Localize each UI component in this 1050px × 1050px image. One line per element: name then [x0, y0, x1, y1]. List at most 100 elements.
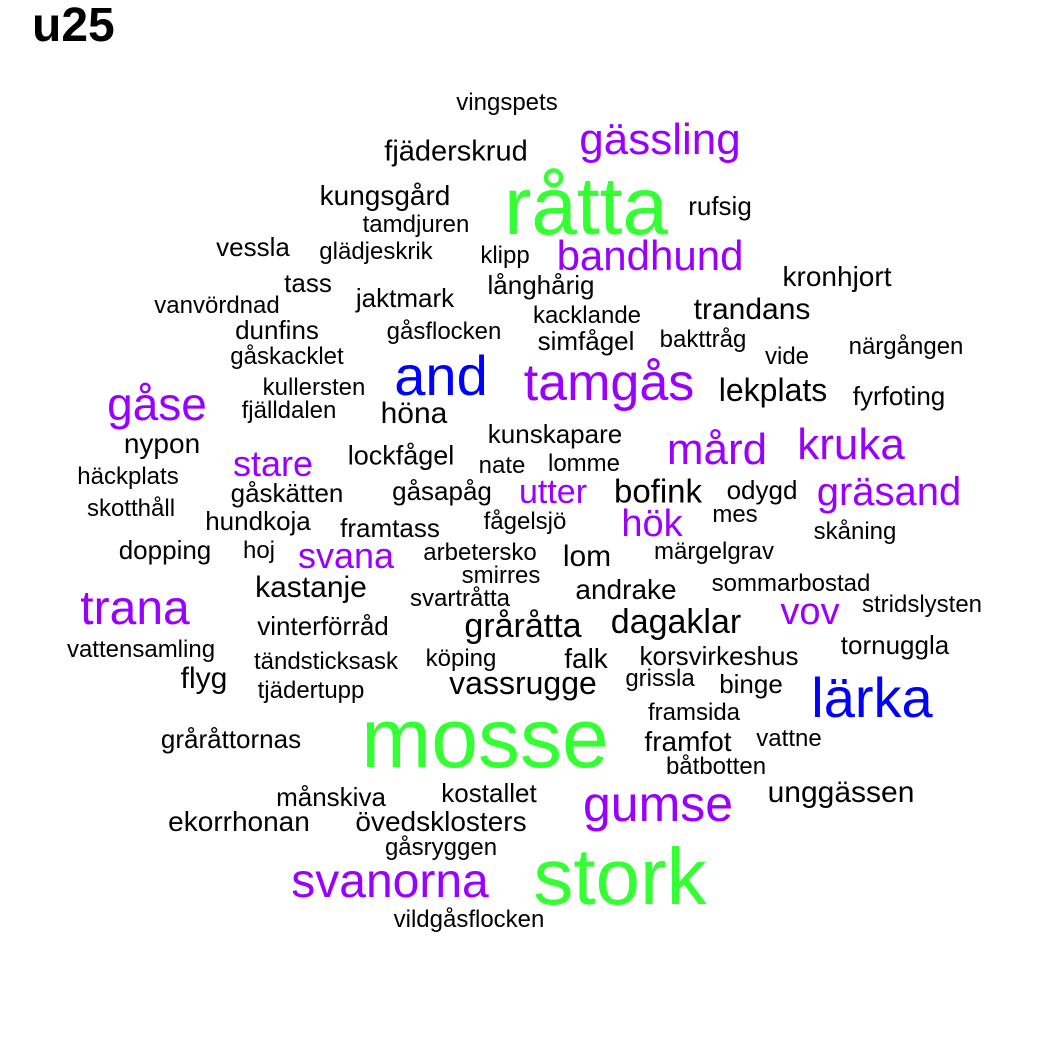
- word-korsvirkeshus: korsvirkeshus: [639, 641, 799, 671]
- word-svana: svana: [297, 535, 395, 576]
- word-gasapag: gåsapåg: [392, 476, 492, 506]
- word-larka: lärka: [811, 666, 933, 729]
- word-ekorrhonan: ekorrhonan: [168, 806, 310, 837]
- word-mosse: mosse: [361, 691, 609, 785]
- word-framtass: framtass: [340, 513, 440, 543]
- word-kronhjort: kronhjort: [782, 261, 892, 292]
- word-lekplats: lekplats: [718, 372, 828, 408]
- word-and: and: [394, 344, 488, 407]
- word-vassrugge: vassrugge: [449, 665, 597, 701]
- word-vanvordnad: vanvördnad: [154, 292, 280, 319]
- word-vingspets: vingspets: [456, 89, 558, 116]
- word-vattensamling: vattensamling: [66, 636, 216, 663]
- word-hackplats: häckplats: [77, 463, 179, 490]
- word-grasand: gräsand: [816, 470, 962, 514]
- word-klipp: klipp: [480, 242, 530, 269]
- word-binge: binge: [719, 669, 783, 699]
- word-nypon: nypon: [123, 428, 201, 459]
- word-vattne: vattne: [756, 725, 822, 752]
- word-tamgas: tamgås: [523, 354, 695, 412]
- word-gladjeskrik: glädjeskrik: [319, 238, 433, 265]
- word-kruka: kruka: [797, 420, 905, 469]
- word-lomme: lomme: [547, 450, 621, 477]
- word-langharig: långhårig: [487, 270, 595, 300]
- word-mard: mård: [666, 425, 768, 474]
- word-gassling: gässling: [579, 115, 741, 164]
- word-rufsig: rufsig: [688, 191, 752, 221]
- word-tamdjuren: tamdjuren: [362, 211, 470, 238]
- word-nargangen: närgången: [848, 333, 964, 360]
- word-falk: falk: [564, 643, 608, 674]
- word-hundkoja: hundkoja: [205, 506, 311, 536]
- word-flyg: flyg: [180, 662, 228, 695]
- word-mes: mes: [712, 501, 758, 528]
- word-vov: vov: [780, 591, 840, 633]
- word-bandhund: bandhund: [556, 232, 744, 279]
- word-dagaklar: dagaklar: [610, 603, 742, 641]
- word-simfagel: simfågel: [537, 326, 635, 356]
- word-koping: köping: [425, 645, 497, 672]
- word-margelgrav: märgelgrav: [653, 538, 775, 565]
- word-trandans: trandans: [693, 293, 811, 326]
- word-vessla: vessla: [216, 232, 290, 262]
- word-tjadertupp: tjädertupp: [257, 677, 365, 704]
- word-kungsgard: kungsgård: [319, 180, 451, 211]
- word-vildgasflocken: vildgåsflocken: [393, 906, 545, 933]
- word-svanorna: svanorna: [291, 855, 489, 908]
- word-grissla: grissla: [625, 665, 695, 692]
- word-fagelsjo: fågelsjö: [483, 508, 567, 535]
- word-utter: utter: [518, 473, 588, 511]
- word-arbetersko: arbetersko: [423, 539, 537, 566]
- word-kullersten: kullersten: [262, 374, 366, 401]
- word-stare: stare: [232, 443, 314, 484]
- word-kastanje: kastanje: [255, 571, 367, 604]
- word-hona: höna: [380, 397, 448, 430]
- word-kunskapare: kunskapare: [487, 419, 623, 449]
- word-svartratta: svartråtta: [409, 585, 511, 612]
- word-hoj: hoj: [242, 537, 276, 564]
- word-bakttrag: bakttråg: [659, 326, 747, 353]
- word-sommarbostad: sommarbostad: [711, 570, 871, 597]
- word-gaskacklet: gåskacklet: [230, 343, 344, 370]
- word-fjaderskrud: fjäderskrud: [384, 135, 528, 168]
- word-ovedsklosters: övedsklosters: [355, 806, 527, 837]
- word-graratta: gråråtta: [464, 607, 582, 645]
- word-manskiva: månskiva: [276, 782, 386, 812]
- word-kostallet: kostallet: [441, 778, 537, 808]
- word-andrake: andrake: [575, 574, 677, 605]
- word-nate: nate: [478, 452, 526, 479]
- word-dopping: dopping: [118, 535, 212, 565]
- word-vide: vide: [764, 343, 810, 370]
- word-tass: tass: [284, 268, 332, 298]
- word-odygd: odygd: [726, 475, 798, 505]
- word-batbotten: båtbotten: [665, 753, 767, 780]
- word-trana: trana: [80, 582, 190, 635]
- word-jaktmark: jaktmark: [355, 283, 455, 313]
- word-unggassen: unggässen: [767, 776, 915, 809]
- word-ratta: råtta: [503, 161, 669, 252]
- word-skotthall: skotthåll: [86, 495, 176, 522]
- word-gasflocken: gåsflocken: [386, 318, 502, 345]
- word-gaskatten: gåskätten: [230, 478, 344, 508]
- word-kacklande: kacklande: [532, 302, 642, 329]
- word-stork: stork: [533, 832, 707, 921]
- word-gase: gåse: [107, 378, 207, 430]
- word-framfot: framfot: [644, 726, 732, 757]
- word-smirres: smirres: [461, 562, 541, 589]
- word-framsida: framsida: [647, 699, 741, 726]
- word-grarattornas: gråråttornas: [160, 724, 302, 754]
- cloud-title: u25: [32, 0, 115, 52]
- word-lockfagel: lockfågel: [347, 440, 455, 471]
- word-lom: lom: [562, 540, 612, 573]
- word-bofink: bofink: [613, 472, 703, 510]
- word-skaning: skåning: [813, 518, 897, 545]
- word-fjalldalen: fjälldalen: [241, 397, 337, 424]
- word-hok: hök: [621, 503, 683, 545]
- word-tornuggla: tornuggla: [840, 630, 950, 660]
- word-fyrfoting: fyrfoting: [852, 381, 946, 411]
- word-dunfins: dunfins: [235, 315, 319, 345]
- word-tandsticksask: tändsticksask: [253, 648, 399, 675]
- word-gasryggen: gåsryggen: [384, 834, 498, 861]
- word-gumse: gumse: [582, 776, 734, 832]
